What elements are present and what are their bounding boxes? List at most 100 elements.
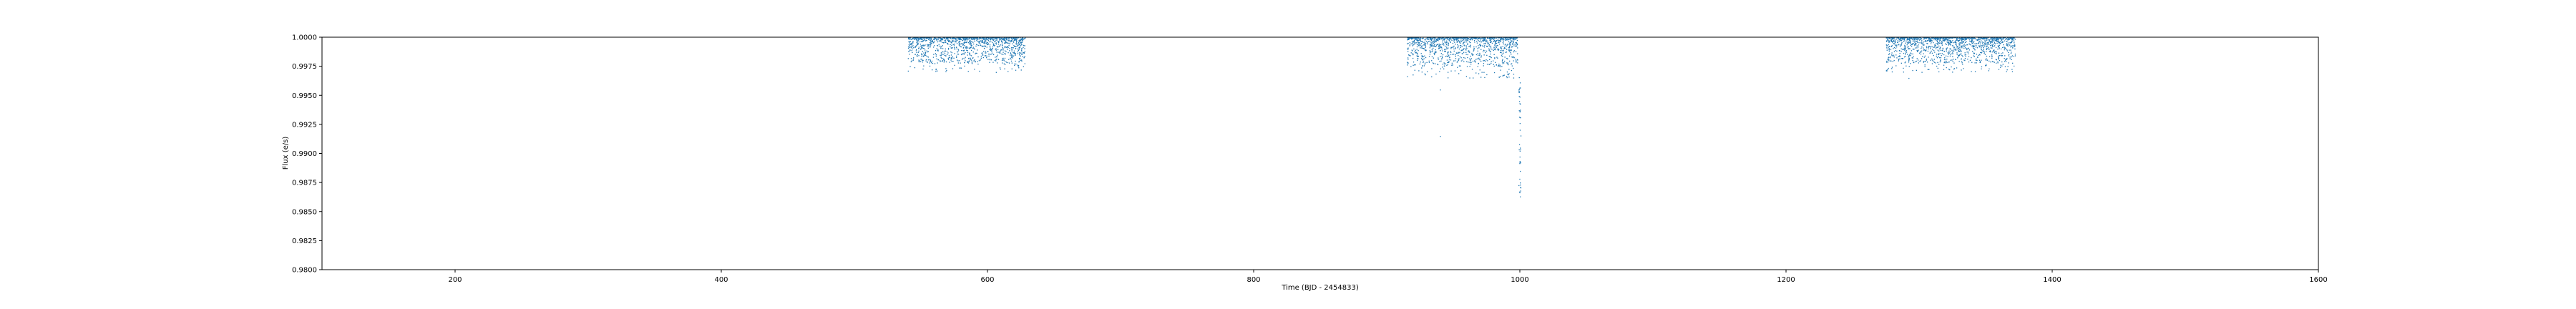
data-point: [1936, 39, 1938, 41]
data-point: [1488, 44, 1491, 46]
data-point: [1504, 60, 1506, 62]
data-point: [1413, 39, 1415, 41]
data-point: [1943, 59, 1946, 60]
data-point: [1448, 37, 1450, 39]
data-point: [2004, 59, 2006, 61]
data-point: [1489, 39, 1491, 41]
data-point: [1475, 59, 1477, 60]
data-point: [1428, 60, 1430, 62]
data-point: [1015, 54, 1016, 56]
data-point: [1944, 38, 1946, 39]
data-point: [1018, 44, 1020, 46]
data-point: [947, 57, 949, 59]
data-point: [1953, 46, 1956, 48]
data-point: [1944, 39, 1946, 40]
data-point: [1442, 37, 1443, 39]
data-point: [945, 39, 947, 41]
data-point: [987, 41, 988, 44]
data-point: [1941, 37, 1943, 39]
data-point: [1953, 49, 1954, 51]
data-point: [1951, 37, 1953, 39]
data-point: [1964, 37, 1966, 39]
data-point: [1963, 47, 1965, 49]
data-point: [1476, 42, 1478, 44]
data-point: [2006, 38, 2007, 39]
data-point: [1447, 62, 1448, 63]
data-point: [956, 46, 957, 48]
data-point: [1474, 60, 1475, 62]
data-point: [1430, 39, 1432, 41]
data-point: [1413, 37, 1415, 39]
data-point: [938, 44, 940, 45]
data-point: [1479, 54, 1480, 55]
data-point: [1519, 87, 1521, 89]
data-point: [1442, 50, 1443, 52]
data-point: [1921, 38, 1922, 39]
data-point: [2002, 41, 2004, 43]
x-tick-label: 200: [448, 276, 462, 284]
data-point: [1991, 41, 1993, 43]
data-point: [2008, 55, 2009, 57]
data-point: [918, 39, 919, 41]
data-point: [1938, 41, 1940, 44]
data-point: [1914, 43, 1916, 44]
data-point: [986, 57, 987, 59]
data-point: [1885, 70, 1887, 72]
data-point: [1971, 40, 1973, 41]
data-point: [1484, 50, 1485, 52]
data-point: [1004, 37, 1005, 39]
data-point: [980, 59, 981, 61]
data-point: [1934, 44, 1936, 46]
data-point: [1935, 37, 1936, 39]
data-point: [1910, 63, 1911, 64]
data-point: [1996, 40, 1998, 41]
data-point: [1410, 52, 1412, 54]
data-point: [937, 49, 939, 51]
data-point: [1997, 62, 1999, 64]
data-point: [995, 39, 997, 41]
data-point: [958, 37, 960, 39]
data-point: [1971, 38, 1973, 39]
data-point: [1943, 40, 1945, 41]
data-point: [1480, 41, 1482, 42]
data-point: [985, 38, 987, 39]
data-point: [1886, 49, 1888, 51]
data-point: [1434, 54, 1435, 56]
data-point: [1905, 56, 1906, 57]
data-point: [1992, 38, 1994, 39]
data-point: [1916, 47, 1918, 49]
data-point: [934, 41, 935, 43]
data-point: [1994, 51, 1996, 52]
data-point: [1483, 49, 1485, 51]
data-point: [1436, 44, 1438, 46]
data-point: [1465, 46, 1467, 48]
data-point: [960, 46, 962, 48]
data-point: [942, 48, 944, 49]
y-axis-label: Flux (e/s): [282, 137, 290, 170]
data-point: [917, 40, 919, 41]
data-point: [909, 46, 911, 49]
data-point: [1495, 42, 1496, 44]
data-point: [1002, 58, 1003, 59]
data-point: [1927, 43, 1928, 44]
data-point: [1959, 42, 1961, 44]
data-point: [1475, 54, 1478, 56]
data-point: [1479, 54, 1480, 57]
data-point: [996, 37, 997, 39]
data-point: [1470, 46, 1471, 48]
data-point: [1915, 47, 1916, 49]
data-point: [1961, 46, 1962, 48]
data-point: [945, 41, 947, 43]
data-point: [1938, 37, 1941, 39]
data-point: [1516, 38, 1518, 39]
data-point: [1488, 64, 1490, 65]
data-point: [1455, 37, 1456, 39]
data-point: [1906, 50, 1907, 52]
data-point: [1489, 64, 1491, 65]
data-point: [2001, 65, 2003, 67]
data-point: [1439, 47, 1440, 49]
data-point: [1463, 41, 1465, 43]
data-point: [1963, 41, 1965, 43]
data-point: [1918, 62, 1919, 64]
data-point: [1976, 59, 1978, 62]
